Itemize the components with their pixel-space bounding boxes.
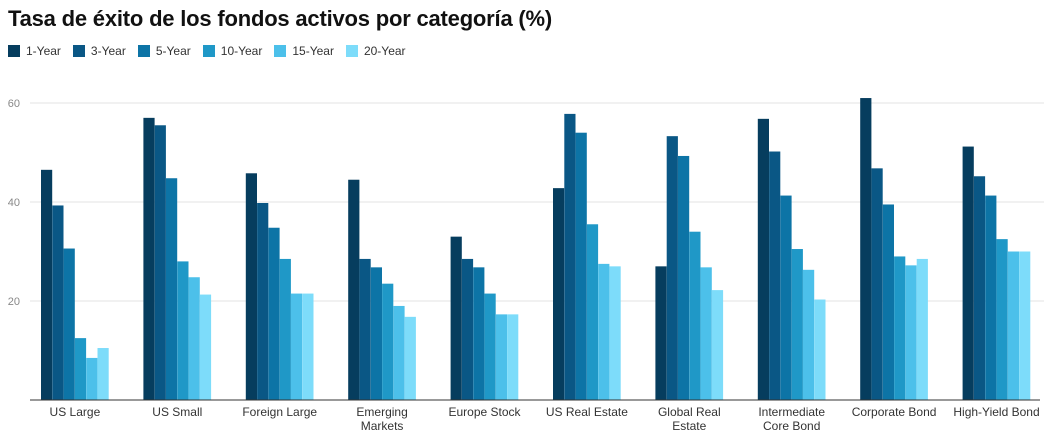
bar xyxy=(962,146,974,400)
bar xyxy=(973,176,986,400)
bar xyxy=(245,173,257,400)
bar xyxy=(404,316,416,400)
bar xyxy=(769,151,781,400)
bar xyxy=(393,305,405,400)
legend-item: 10-Year xyxy=(202,44,263,58)
legend-label: 20-Year xyxy=(363,44,406,58)
bar xyxy=(279,258,291,400)
chart-title: Tasa de éxito de los fondos activos por … xyxy=(8,6,553,31)
legend-item: 20-Year xyxy=(345,44,406,58)
bar xyxy=(575,132,587,400)
legend-label: 1-Year xyxy=(26,44,61,58)
bar xyxy=(154,125,166,401)
x-tick-label: Intermediate Core Bond xyxy=(758,405,825,433)
bar xyxy=(678,155,690,400)
bar xyxy=(199,294,212,400)
y-tick-label: 40 xyxy=(8,197,20,209)
legend-item: 5-Year xyxy=(137,44,191,58)
bar xyxy=(302,293,314,400)
bar xyxy=(791,249,803,400)
bar xyxy=(370,267,382,400)
legend-swatch xyxy=(8,45,20,57)
legend-swatch xyxy=(274,45,287,57)
bar xyxy=(803,269,815,400)
bar xyxy=(655,266,667,400)
bar xyxy=(666,136,678,401)
legend-label: 5-Year xyxy=(155,44,191,58)
x-tick-label: High-Yield Bond xyxy=(953,405,1039,419)
bar xyxy=(359,258,371,400)
x-tick-label: US Large xyxy=(50,405,101,419)
bar xyxy=(41,169,53,400)
x-tick-label: Global Real Estate xyxy=(658,405,721,433)
bar xyxy=(348,179,360,400)
y-tick-label: 60 xyxy=(8,98,20,110)
bars xyxy=(41,98,1031,401)
x-tick-label: Emerging Markets xyxy=(356,405,407,433)
bar xyxy=(495,314,507,400)
legend-swatch xyxy=(72,45,85,57)
legend-swatch xyxy=(345,45,358,57)
bar xyxy=(507,314,519,400)
bar xyxy=(52,205,64,400)
bar xyxy=(985,195,997,400)
legend-label: 3-Year xyxy=(90,44,126,58)
legend-item: 3-Year xyxy=(72,44,126,58)
y-tick-label: 20 xyxy=(8,296,20,308)
x-tick-label: US Small xyxy=(152,405,202,419)
bar xyxy=(97,348,109,400)
y-axis-ticks: 20 40 60 xyxy=(8,98,20,308)
bar xyxy=(586,224,599,400)
bar xyxy=(553,188,565,400)
x-axis-labels: US Large US Small Foreign Large Emerging Mar… xyxy=(50,405,1040,433)
legend-swatch xyxy=(202,45,215,57)
bar xyxy=(257,202,269,400)
bar xyxy=(461,258,474,400)
x-tick-label: US Real Estate xyxy=(546,405,628,419)
bar xyxy=(1019,251,1031,400)
bar xyxy=(188,277,200,400)
legend-swatch xyxy=(137,45,150,57)
legend-label: 10-Year xyxy=(220,44,263,58)
bar xyxy=(814,299,826,400)
bar xyxy=(916,258,928,400)
bar xyxy=(74,338,87,400)
bar xyxy=(894,256,906,400)
bar xyxy=(450,236,462,400)
legend-label: 15-Year xyxy=(292,44,334,58)
bar xyxy=(473,267,485,400)
bar xyxy=(598,263,610,400)
bar xyxy=(700,267,712,400)
bar xyxy=(564,113,576,400)
bar xyxy=(757,118,769,400)
legend-item: 15-Year xyxy=(274,44,334,58)
legend: 1-Year 3-Year 5-Year 10-Year 15-Year 20-Year xyxy=(8,44,418,58)
bar xyxy=(609,266,621,400)
x-tick-label: Corporate Bond xyxy=(852,405,937,419)
bar xyxy=(996,239,1008,400)
bar xyxy=(1007,251,1019,400)
bar xyxy=(63,248,75,400)
bar xyxy=(143,117,155,400)
bar xyxy=(871,168,883,400)
x-tick-label: Europe Stock xyxy=(448,405,521,419)
bar xyxy=(711,290,724,400)
bar xyxy=(780,195,792,400)
bar xyxy=(484,293,496,400)
bar xyxy=(860,98,872,401)
bar xyxy=(177,261,189,400)
bar xyxy=(166,178,178,400)
bar xyxy=(86,357,98,400)
bar xyxy=(291,293,303,400)
bar xyxy=(905,265,917,400)
bar xyxy=(882,204,894,400)
x-tick-label: Foreign Large xyxy=(242,405,317,419)
bar xyxy=(689,231,701,400)
legend-item: 1-Year xyxy=(8,44,61,58)
bar xyxy=(268,227,280,400)
bar xyxy=(382,283,394,400)
